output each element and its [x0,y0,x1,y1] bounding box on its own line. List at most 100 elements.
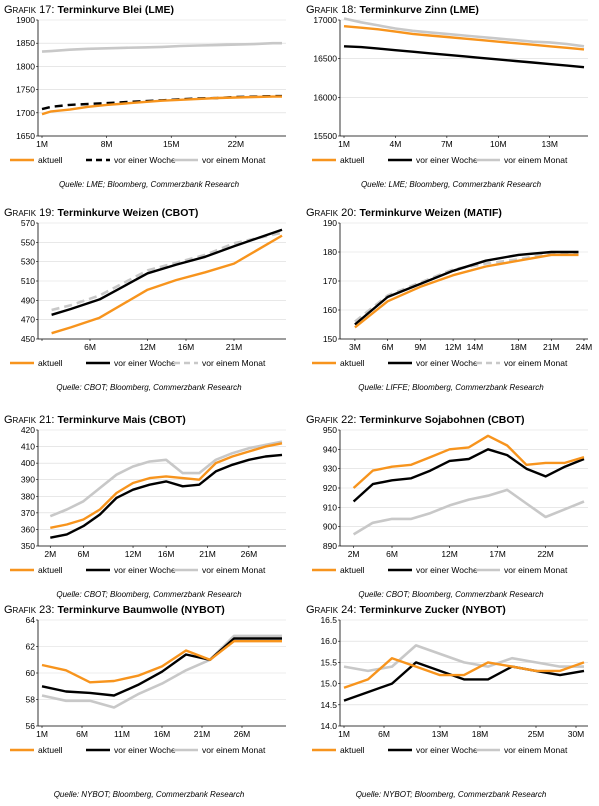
series-line-aktuell [41,95,282,116]
x-tick-label: 18M [510,342,527,352]
legend-label: vor einer Woche [416,155,478,165]
chart-number: Grafik 21: [4,414,58,426]
legend-label: vor einem Monat [202,745,266,755]
chart-number: Grafik 17: [4,4,58,16]
x-tick-label: 6M [386,549,398,559]
x-tick-label: 4M [390,139,402,149]
chart-svg: 450 470 490 510 530 550 570 6M 12M 16M 21M aktuell v… [10,218,286,368]
chart-svg: 56 58 60 62 64 1M 6M 11M 16M 21M 26M aktuell vor ein… [10,615,286,755]
y-tick-label: 900 [323,522,337,532]
x-tick-label: 14M [467,342,484,352]
series-line-woche [41,637,282,697]
chart-svg: 350 360 370 380 390 400 410 420 2M 6M 12M 16M 21M 26M… [10,425,286,575]
chart-panel-7: Grafik 23: Terminkurve Baumwolle (NYBOT)… [4,604,294,804]
chart-panel-8: Grafik 24: Terminkurve Zucker (NYBOT) Que… [306,604,596,804]
y-tick-label: 14.0 [320,721,337,731]
y-tick-label: 370 [21,508,35,518]
chart-number: Grafik 20: [306,207,360,219]
y-tick-label: 60 [26,668,36,678]
chart-source: Quelle: NYBOT; Bloomberg, Commerzbank Re… [355,790,547,799]
y-tick-label: 470 [21,315,35,325]
y-tick-label: 170 [323,276,337,286]
chart-number: Grafik 18: [306,4,360,16]
x-tick-label: 21M [199,549,216,559]
chart-title-text: Terminkurve Sojabohnen (CBOT) [359,414,525,426]
chart-title-text: Terminkurve Zinn (LME) [359,4,479,16]
x-tick-label: 2M [348,549,360,559]
chart-source: Quelle: CBOT; Bloomberg, Commerzbank Res… [56,383,242,392]
legend-label: vor einer Woche [416,358,478,368]
chart-number: Grafik 23: [4,604,58,616]
series-line-aktuell [51,234,283,335]
series-line-monat [352,488,585,536]
y-tick-label: 1900 [16,15,35,25]
y-tick-label: 58 [26,695,36,705]
y-tick-label: 1850 [16,38,35,48]
x-tick-label: 7M [441,139,453,149]
series-line-aktuell [41,640,282,684]
chart-panel-5: Grafik 21: Terminkurve Mais (CBOT) Quelle… [4,414,294,614]
chart-source: Quelle: CBOT; Bloomberg, Commerzbank Res… [56,590,242,599]
chart-svg: 14.0 14.5 15.0 15.5 16.0 16.5 1M 6M 13M 18M 25M 30M… [312,615,588,755]
x-tick-label: 22M [537,549,554,559]
chart-number: Grafik 22: [306,414,360,426]
chart-title-text: Terminkurve Weizen (CBOT) [57,207,199,219]
legend-label: aktuell [38,745,63,755]
x-tick-label: 16M [158,549,175,559]
legend-label: vor einem Monat [504,565,568,575]
chart-svg: 890 900 910 920 930 940 950 2M 6M 12M 17M 22M aktuel… [312,425,588,575]
x-tick-label: 24M [576,342,593,352]
y-tick-label: 180 [323,247,337,257]
x-tick-label: 11M [114,729,130,739]
x-tick-label: 12M [125,549,142,559]
legend-label: vor einer Woche [114,358,176,368]
y-tick-label: 15.5 [320,657,337,667]
legend-label: aktuell [340,565,365,575]
y-tick-label: 910 [323,502,337,512]
series-line-monat [343,644,584,673]
series-line-aktuell [50,442,283,529]
y-tick-label: 920 [323,483,337,493]
legend-label: aktuell [340,745,365,755]
x-tick-label: 9M [414,342,426,352]
y-tick-label: 550 [21,237,35,247]
x-tick-label: 13M [432,729,449,739]
y-tick-label: 16000 [313,92,337,102]
y-tick-label: 1750 [16,85,35,95]
y-tick-label: 890 [323,541,337,551]
y-tick-label: 400 [21,458,35,468]
chart-panel-4: Grafik 20: Terminkurve Weizen (MATIF) Que… [306,207,596,407]
chart-number: Grafik 24: [306,604,360,616]
y-tick-label: 14.5 [320,700,337,710]
chart-title: Grafik 18: Terminkurve Zinn (LME) [306,4,479,16]
x-tick-label: 21M [194,729,211,739]
chart-svg: 15500 16000 16500 17000 1M 4M 7M 10M 13M aktuell v… [312,15,588,165]
y-tick-label: 570 [21,218,35,228]
y-tick-label: 450 [21,334,35,344]
series-line-aktuell [343,657,585,689]
series-line-aktuell [354,253,579,329]
chart-panel-2: Grafik 18: Terminkurve Zinn (LME) Quelle:… [306,4,596,204]
chart-source: Quelle: LIFFE; Bloomberg, Commerzbank Re… [358,383,544,392]
legend-label: vor einem Monat [504,745,568,755]
y-tick-label: 62 [26,642,36,652]
chart-source: Quelle: NYBOT; Bloomberg, Commerzbank Re… [53,790,245,799]
y-tick-label: 510 [21,276,35,286]
y-tick-label: 490 [21,295,35,305]
series-line-aktuell [343,25,585,51]
y-tick-label: 15.0 [320,679,337,689]
x-tick-label: 21M [226,342,243,352]
x-tick-label: 16M [178,342,195,352]
y-tick-label: 390 [21,475,35,485]
series-line-woche [51,228,283,316]
x-tick-label: 6M [378,729,390,739]
chart-svg: 1650 1700 1750 1800 1850 1900 1M 8M 15M 22M aktuel… [10,15,286,165]
legend-label: aktuell [38,565,63,575]
legend-label: vor einem Monat [202,565,266,575]
x-tick-label: 12M [445,342,462,352]
grid [340,222,588,340]
y-tick-label: 950 [323,425,337,435]
series-line-woche [343,661,585,702]
series-line-woche [50,453,283,539]
chart-number: Grafik 19: [4,207,58,219]
